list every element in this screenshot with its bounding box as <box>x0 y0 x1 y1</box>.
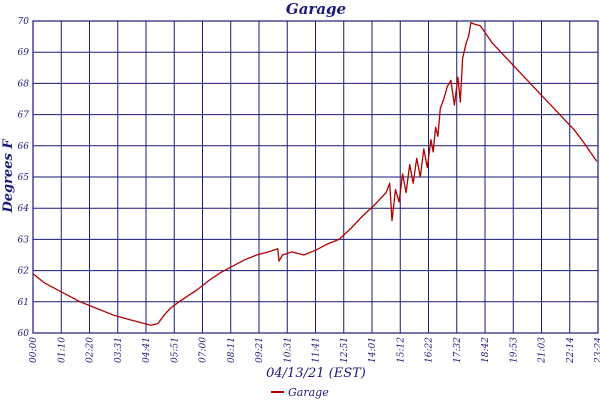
y-axis-label: Degrees F <box>1 139 16 214</box>
x-tick-label: 10:31 <box>283 337 293 363</box>
x-tick-labels: 00:00 01:10 02:20 03:31 04:41 05:51 07:00 08:11… <box>29 337 600 364</box>
x-tick-label: 09:21 <box>255 337 265 363</box>
x-tick-label: 12:51 <box>340 337 350 363</box>
y-tick-label: 65 <box>18 173 30 183</box>
y-tick-label: 69 <box>18 48 30 58</box>
x-tick-label: 21:03 <box>538 337 548 364</box>
y-tick-label: 60 <box>18 329 30 339</box>
x-tick-label: 02:20 <box>86 337 96 363</box>
x-tick-label: 01:10 <box>57 337 67 363</box>
x-axis-label: 04/13/21 (EST) <box>266 366 366 381</box>
y-tick-label: 68 <box>18 79 30 89</box>
y-tick-labels: 60 61 62 63 64 65 66 67 68 69 70 <box>18 17 30 339</box>
x-tick-label: 08:11 <box>227 337 237 363</box>
y-tick-label: 62 <box>18 267 30 277</box>
y-tick-label: 67 <box>18 111 30 121</box>
x-tick-label: 14:01 <box>368 337 378 363</box>
x-tick-label: 05:51 <box>170 337 180 363</box>
y-tick-label: 61 <box>18 298 29 308</box>
series-line <box>32 21 598 326</box>
x-tick-label: 11:41 <box>312 337 322 363</box>
x-tick-label: 00:00 <box>29 337 39 363</box>
legend-label: Garage <box>288 386 329 399</box>
plot-area <box>32 21 598 326</box>
x-tick-label: 23:24 <box>594 337 600 364</box>
y-tick-label: 70 <box>18 17 30 27</box>
x-tick-label: 17:32 <box>453 337 463 363</box>
legend: Garage <box>271 386 329 399</box>
x-tick-label: 15:12 <box>396 337 406 363</box>
x-tick-label: 16:22 <box>425 337 435 363</box>
x-tick-label: 18:42 <box>481 337 491 363</box>
x-tick-label: 04:41 <box>142 337 152 363</box>
x-tick-label: 07:00 <box>199 337 209 363</box>
x-tick-label: 22:14 <box>566 337 576 364</box>
grid <box>32 20 599 334</box>
chart-title: Garage <box>286 0 346 18</box>
y-tick-label: 66 <box>18 142 30 152</box>
x-tick-label: 03:31 <box>114 337 124 363</box>
x-tick-label: 19:53 <box>509 337 519 363</box>
y-tick-label: 64 <box>18 204 30 214</box>
y-tick-label: 63 <box>18 235 30 245</box>
